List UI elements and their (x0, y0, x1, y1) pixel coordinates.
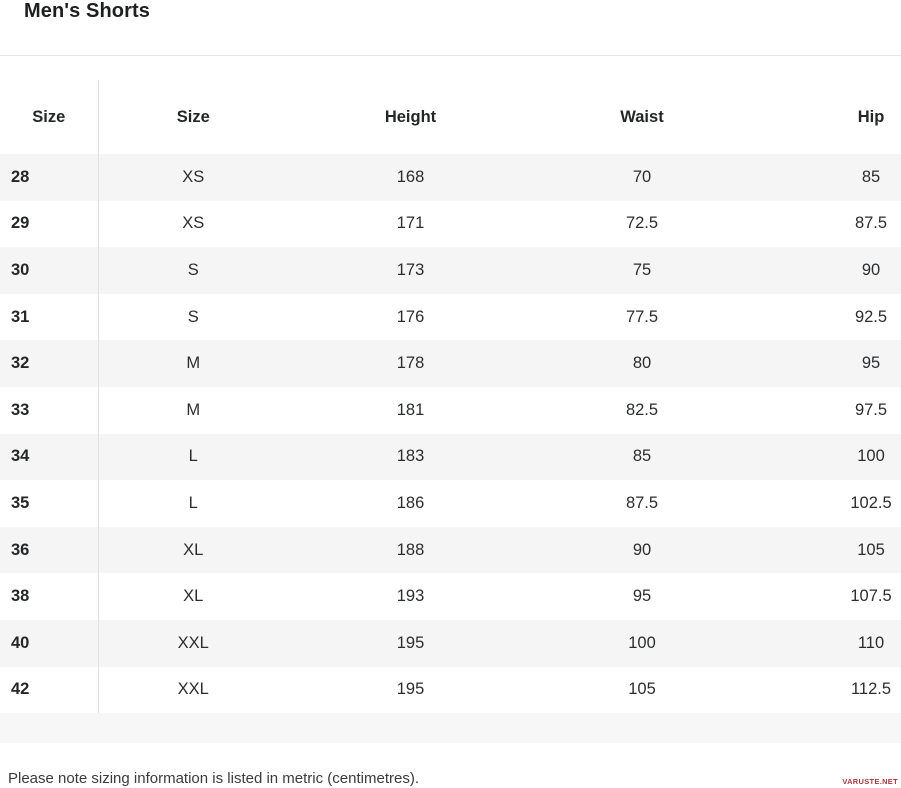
table-cell: 195 (396, 680, 425, 699)
table-cell: 181 (396, 400, 425, 419)
horizontal-divider (0, 55, 901, 56)
table-cell: 80 (632, 354, 652, 373)
column-header-2-height: Height (288, 80, 533, 154)
table-row: 30 S 173 75 90 (0, 247, 901, 294)
table-cell: 34 (0, 433, 99, 481)
table-cell: 85 (632, 447, 652, 466)
table-header-row: Size Size Height Waist Hip (0, 80, 901, 154)
table-cell: 36 (0, 526, 99, 574)
table-cell: 183 (396, 447, 425, 466)
table-row: 40 XXL 195 100 110 (0, 619, 901, 667)
table-cell: 33 (0, 386, 99, 434)
table-cell: M (186, 400, 201, 419)
table-cell: 105 (628, 680, 656, 699)
table-cell: M (186, 354, 201, 373)
table-header: Size Size Height Waist Hip (0, 80, 901, 154)
table-cell: 176 (396, 307, 425, 326)
page-title: Men's Shorts (24, 0, 150, 22)
table-cell: 102.5 (850, 493, 892, 512)
table-cell: 70 (632, 167, 652, 186)
table-cell: 77.5 (625, 307, 659, 326)
table-row: 35 L 186 87.5 102.5 (0, 480, 901, 527)
table-cell: XS (182, 214, 205, 233)
table-row: 32 M 178 80 95 (0, 340, 901, 387)
table-row: 33 M 181 82.5 97.5 (0, 386, 901, 434)
table-cell: 72.5 (625, 214, 659, 233)
table-cell: S (187, 307, 199, 326)
table-cell: 85 (861, 167, 881, 186)
table-cell: L (188, 493, 198, 512)
table-cell: 90 (861, 260, 881, 279)
table-cell: 110 (857, 633, 885, 652)
table-cell: XXL (177, 680, 209, 699)
table-footer-strip (0, 713, 901, 743)
table-row: 38 XL 193 95 107.5 (0, 573, 901, 620)
table-row: 42 XXL 195 105 112.5 (0, 666, 901, 714)
table-cell: XS (182, 167, 205, 186)
varuste-net-watermark: VARUSTE.NET (842, 777, 898, 786)
column-header-3-waist: Waist (533, 80, 763, 154)
table-cell: 29 (0, 200, 99, 248)
column-header-4-hip: Hip (763, 80, 901, 154)
table-cell: 87.5 (625, 493, 659, 512)
table-cell: 95 (861, 354, 881, 373)
sizing-footnote: Please note sizing information is listed… (8, 770, 419, 787)
table-cell: 195 (396, 633, 425, 652)
table-cell: L (188, 447, 198, 466)
table-cell: 100 (628, 633, 656, 652)
table-cell: 100 (857, 447, 885, 466)
table-cell: 87.5 (854, 214, 888, 233)
table-cell: 173 (396, 260, 425, 279)
table-cell: 105 (857, 540, 885, 559)
table-cell: 38 (0, 573, 99, 620)
column-header-0-size: Size (0, 80, 99, 154)
table-cell: 75 (632, 260, 652, 279)
table-cell: 40 (0, 619, 99, 667)
size-chart-table: Size Size Height Waist Hip 28 XS 168 70 85 29 XS 17… (0, 80, 901, 714)
table-cell: 171 (396, 214, 425, 233)
table-cell: XL (183, 540, 204, 559)
table-cell: XXL (177, 633, 209, 652)
table-cell: 107.5 (850, 587, 892, 606)
table-row: 34 L 183 85 100 (0, 433, 901, 481)
table-body: 28 XS 168 70 85 29 XS 171 72.5 87.5 30 S 173 75 90 31 S 1… (0, 154, 901, 714)
table-cell: 92.5 (854, 307, 888, 326)
table-cell: 31 (0, 293, 99, 341)
table-cell: 97.5 (854, 400, 888, 419)
table-cell: 188 (396, 540, 425, 559)
table-cell: 32 (0, 340, 99, 387)
table-cell: 90 (632, 540, 652, 559)
table-cell: 168 (396, 167, 425, 186)
column-header-1-size: Size (98, 80, 288, 154)
table-row: 36 XL 188 90 105 (0, 526, 901, 574)
table-cell: S (187, 260, 199, 279)
table-row: 28 XS 168 70 85 (0, 154, 901, 201)
table-cell: 42 (0, 666, 99, 714)
table-cell: 35 (0, 480, 99, 527)
table-cell: 95 (632, 587, 652, 606)
table-cell: 178 (396, 354, 425, 373)
table-cell: 82.5 (625, 400, 659, 419)
table-row: 31 S 176 77.5 92.5 (0, 293, 901, 341)
table-cell: 186 (396, 493, 425, 512)
table-cell: 112.5 (850, 680, 892, 699)
table-row: 29 XS 171 72.5 87.5 (0, 200, 901, 248)
table-cell: 30 (0, 247, 99, 294)
table-cell: 193 (396, 587, 425, 606)
table-cell: XL (183, 587, 204, 606)
table-cell: 28 (0, 154, 99, 201)
